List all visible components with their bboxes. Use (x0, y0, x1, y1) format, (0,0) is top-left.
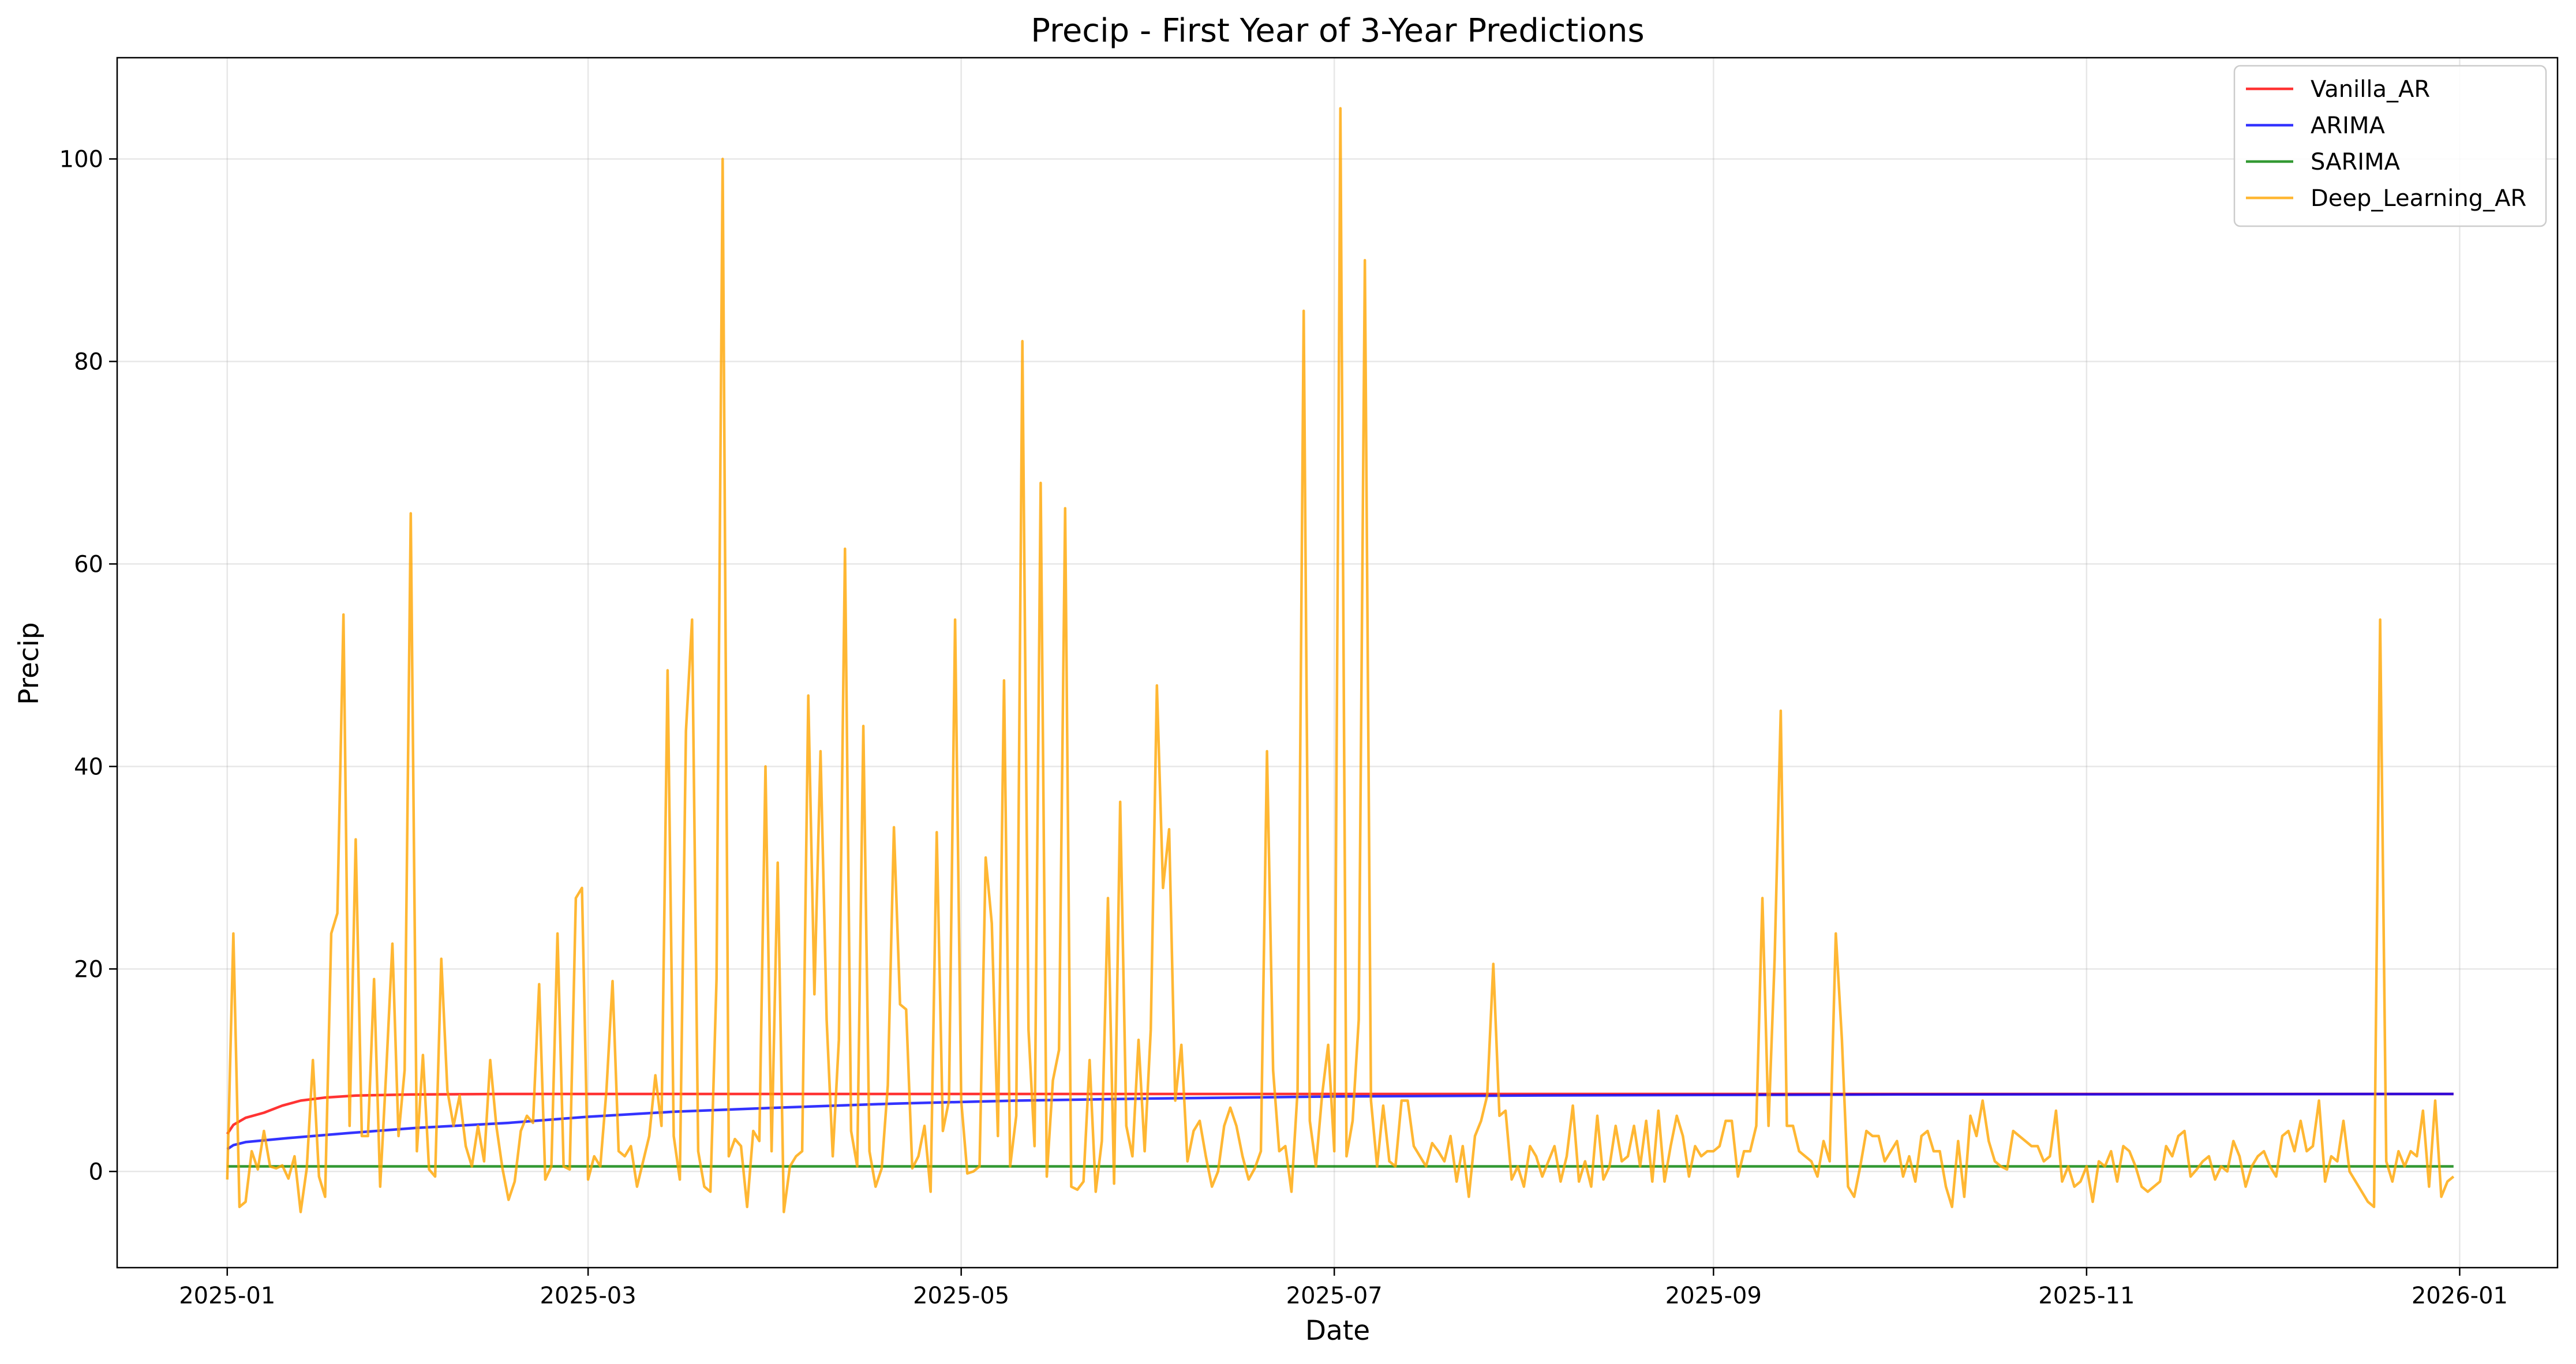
legend-label-arima: ARIMA (2311, 113, 2385, 139)
x-axis-ticks: 2025-01 2025-03 2025-05 2025-07 2025-09 2025-… (179, 1268, 2508, 1309)
y-tick-label: 60 (74, 551, 103, 578)
y-tick-label: 0 (89, 1159, 103, 1185)
legend-label-deep-learning-ar: Deep_Learning_AR (2311, 185, 2526, 212)
legend-box (2233, 65, 2547, 227)
legend-label-sarima: SARIMA (2311, 149, 2401, 175)
y-tick-label: 80 (74, 349, 103, 375)
x-tick-label: 2025-05 (913, 1283, 1009, 1309)
y-tick-label: 20 (74, 956, 103, 983)
y-axis-ticks: 0 20 40 60 80 100 (59, 146, 117, 1185)
series-line-vanilla-ar (226, 1092, 2454, 1135)
y-tick-label: 100 (59, 146, 103, 173)
legend-label-vanilla-ar: Vanilla_AR (2311, 76, 2430, 103)
chart-title: Precip - First Year of 3-Year Prediction… (1031, 12, 1644, 50)
series-lines (226, 107, 2455, 1213)
x-tick-label: 2026-01 (2412, 1283, 2508, 1309)
x-tick-label: 2025-07 (1286, 1283, 1383, 1309)
x-tick-label: 2025-01 (179, 1283, 275, 1309)
y-axis-label: Precip (13, 622, 45, 705)
legend: Vanilla_AR ARIMA SARIMA Deep_Learning_AR (2233, 65, 2547, 227)
x-axis-label: Date (1305, 1315, 1370, 1347)
x-tick-label: 2025-09 (1665, 1283, 1762, 1309)
plot-frame (116, 57, 2559, 1269)
x-tick-label: 2025-11 (2038, 1283, 2135, 1309)
series-line-deep-learning-ar (226, 107, 2455, 1213)
y-tick-label: 40 (74, 754, 103, 780)
series-line-arima (226, 1092, 2454, 1151)
x-tick-label: 2025-03 (540, 1283, 636, 1309)
